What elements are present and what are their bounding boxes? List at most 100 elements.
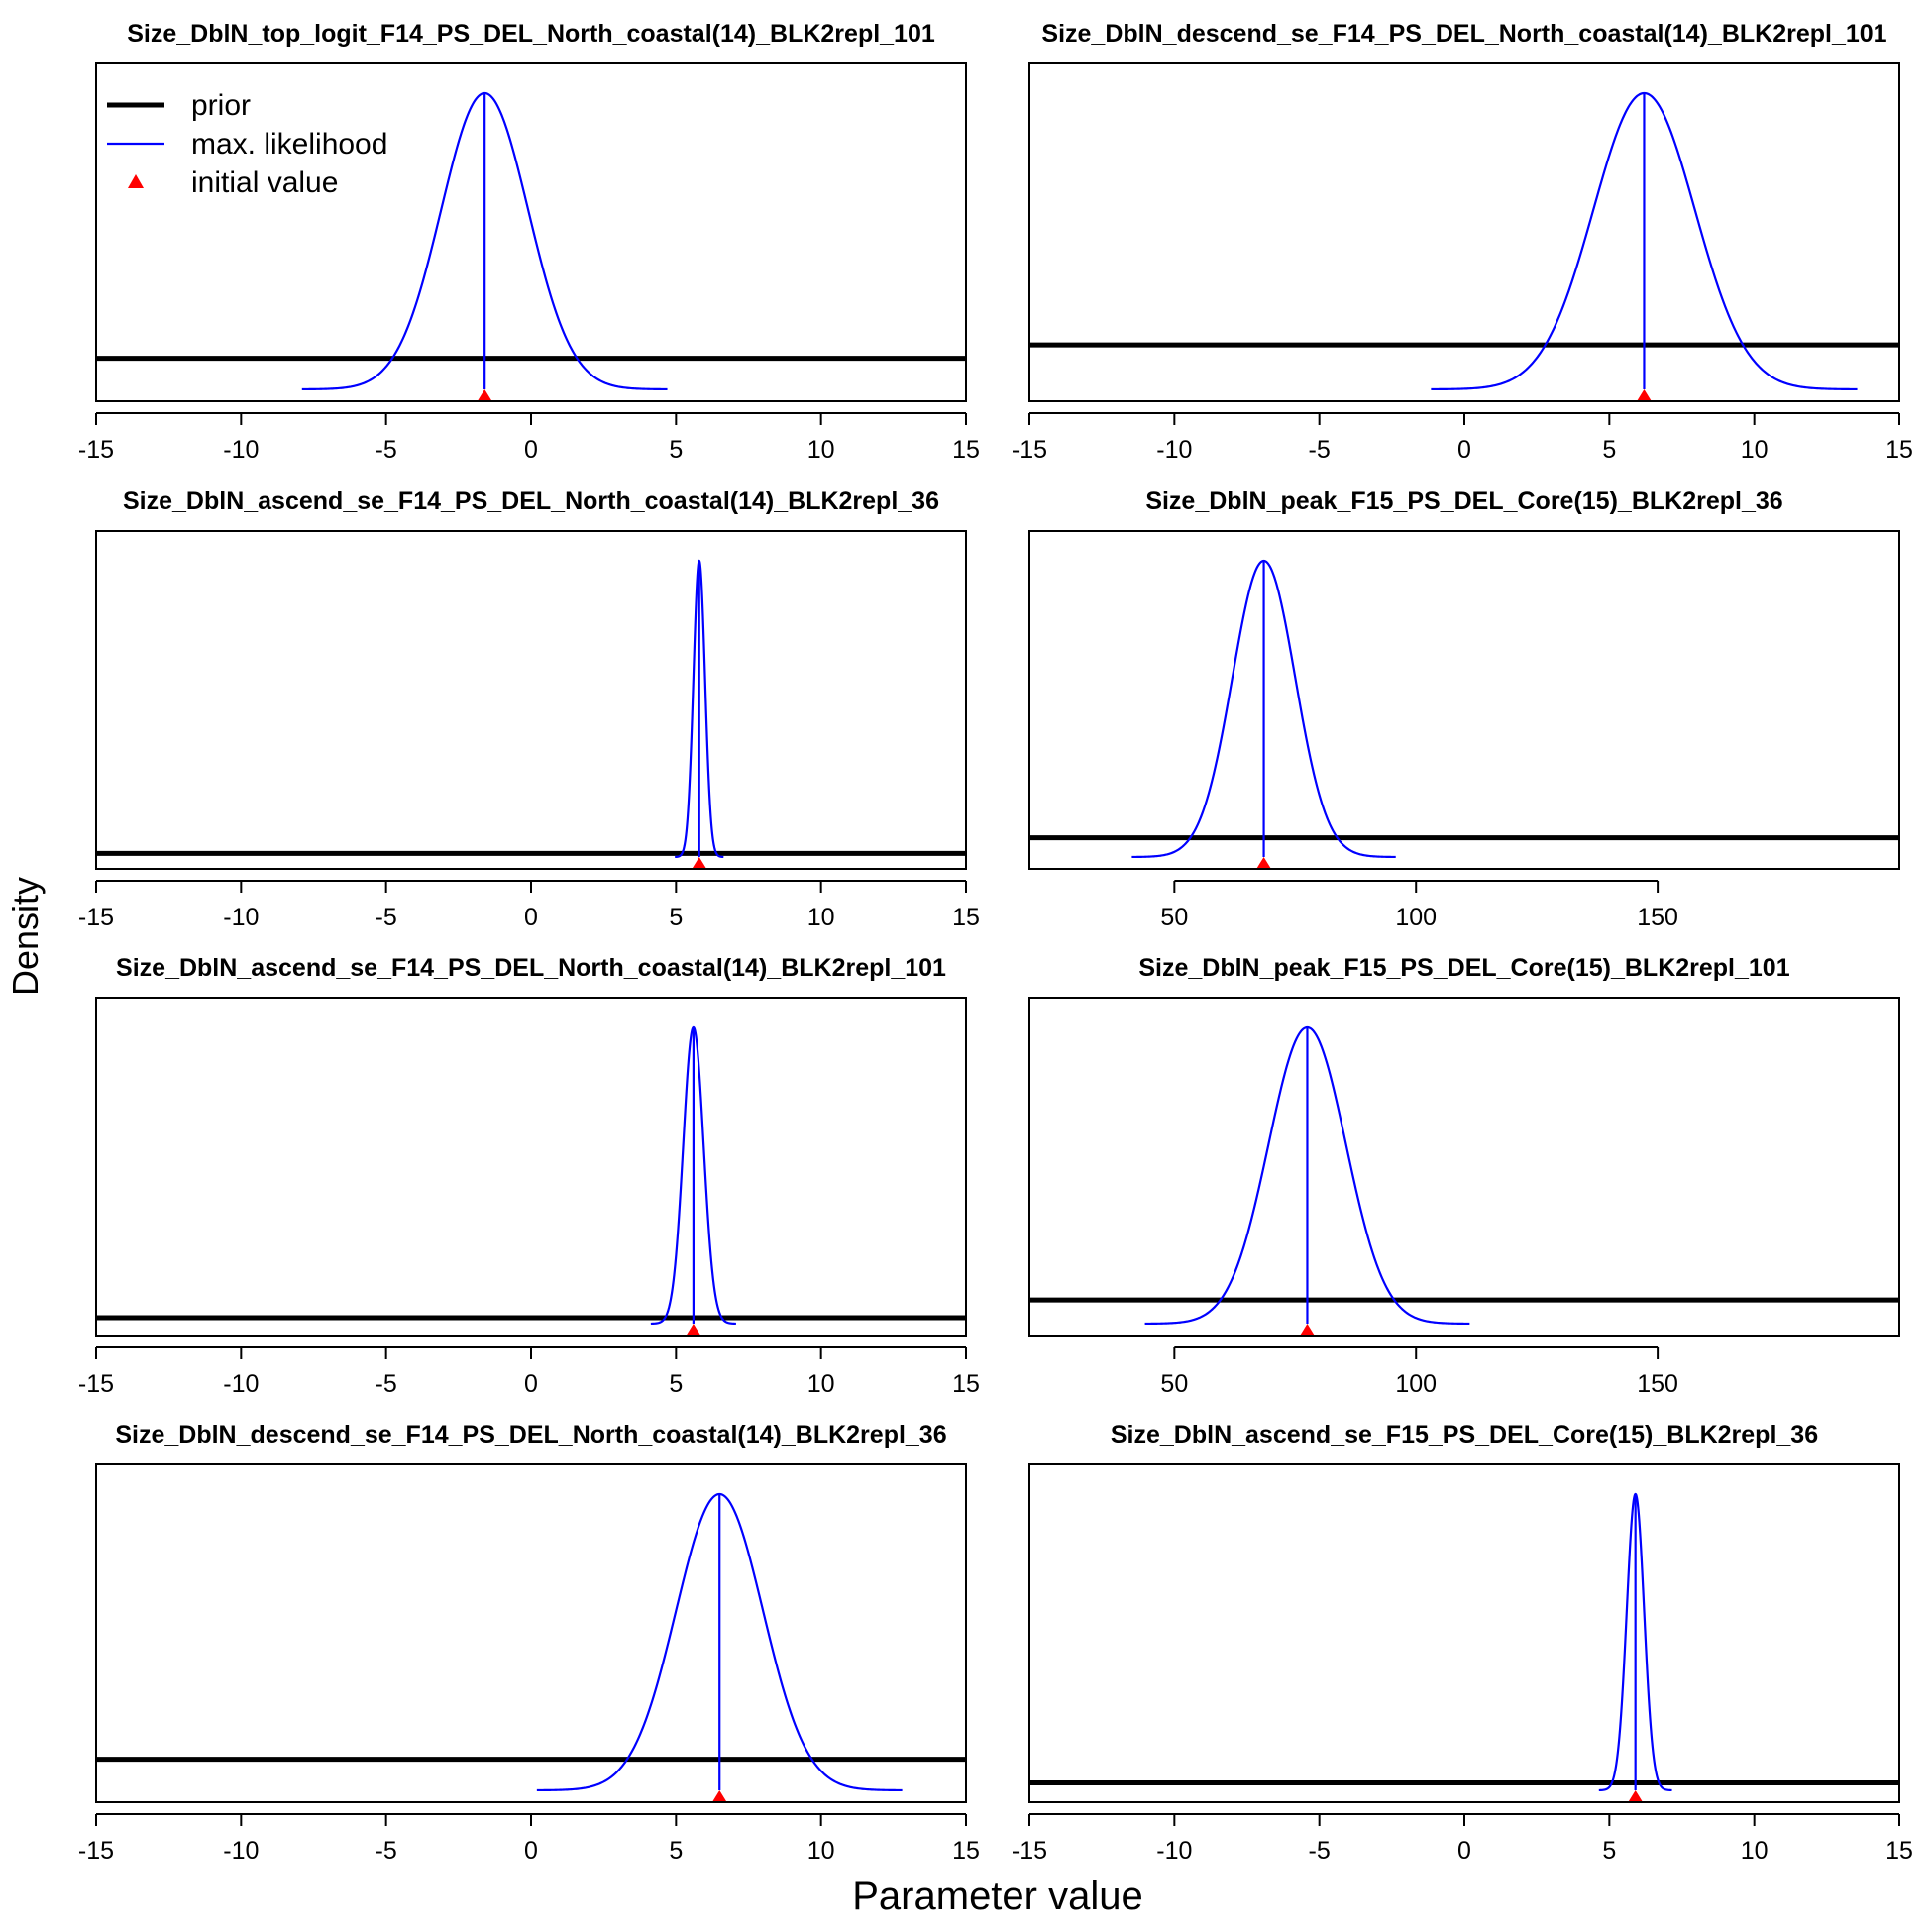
x-tick-label: -15 [78,436,114,464]
x-tick-label: -15 [78,1370,114,1398]
initial-value-marker [691,857,707,870]
x-tick-label: 100 [1395,904,1437,931]
x-tick-label: 0 [1457,1837,1471,1865]
initial-value-marker [477,389,493,402]
panel-1: Size_DblN_top_logit_F14_PS_DEL_North_coa… [78,20,980,464]
panel-3: Size_DblN_ascend_se_F14_PS_DEL_North_coa… [78,487,980,931]
x-axis: 50 100 150 [1160,880,1678,931]
panel-frame [1028,1463,1900,1803]
x-tick-label: 10 [807,1370,835,1398]
x-axis: 50 100 150 [1160,1346,1678,1398]
x-tick-label: 15 [1885,1837,1913,1865]
x-axis: -15 -10 -5 0 5 10 15 [78,412,980,464]
x-tick-label: -5 [376,904,397,931]
legend-entry: prior [107,89,251,122]
x-tick-label: -15 [1012,1837,1047,1865]
x-tick-label: 5 [1602,1837,1616,1865]
initial-value-marker [1636,389,1653,402]
x-tick-label: -10 [1156,436,1192,464]
x-tick-label: 15 [952,436,980,464]
panel-title: Size_DblN_ascend_se_F14_PS_DEL_North_coa… [116,954,946,982]
plot-area [96,559,966,859]
x-tick-label: 5 [669,1837,683,1865]
x-axis: -15 -10 -5 0 5 10 15 [1012,412,1913,464]
y-axis-title: Density [5,877,46,996]
x-tick-label: 0 [524,436,538,464]
initial-value-marker [711,1790,728,1803]
x-tick-label: -15 [78,1837,114,1865]
legend: prior max. likelihood initial value [107,89,387,199]
x-tick-label: 0 [524,1837,538,1865]
x-axis: -15 -10 -5 0 5 10 15 [78,1813,980,1865]
panel-2: Size_DblN_descend_se_F14_PS_DEL_North_co… [1012,20,1913,464]
x-tick-label: -10 [223,904,259,931]
x-axis: -15 -10 -5 0 5 10 15 [78,1346,980,1398]
x-tick-label: 5 [669,904,683,931]
x-tick-label: -5 [376,1370,397,1398]
x-tick-label: 50 [1160,904,1188,931]
plot-area [96,1025,966,1326]
x-tick-label: -15 [78,904,114,931]
x-tick-label: -5 [376,436,397,464]
panel-frame [1028,62,1900,402]
panel-frame [95,62,967,402]
x-tick-label: 0 [1457,436,1471,464]
x-tick-label: 150 [1637,904,1678,931]
legend-label: prior [191,89,251,122]
x-tick-label: 5 [669,436,683,464]
panel-title: Size_DblN_peak_F15_PS_DEL_Core(15)_BLK2r… [1138,954,1789,982]
panel-title: Size_DblN_ascend_se_F15_PS_DEL_Core(15)_… [1111,1421,1818,1449]
plot-area [96,1492,966,1792]
legend-label: max. likelihood [191,128,387,161]
panel-title: Size_DblN_top_logit_F14_PS_DEL_North_coa… [127,20,935,48]
panel-5: Size_DblN_ascend_se_F14_PS_DEL_North_coa… [78,954,980,1398]
initial-value-marker [1627,1790,1644,1803]
x-tick-label: 0 [524,1370,538,1398]
x-tick-label: -10 [223,1837,259,1865]
x-tick-label: -15 [1012,436,1047,464]
x-axis: -15 -10 -5 0 5 10 15 [78,880,980,931]
x-tick-label: 5 [1602,436,1616,464]
plot-area [1029,559,1899,859]
x-tick-label: -10 [1156,1837,1192,1865]
plot-area [1029,1025,1899,1326]
initial-value-marker [685,1324,701,1337]
panel-6: Size_DblN_peak_F15_PS_DEL_Core(15)_BLK2r… [1028,954,1900,1398]
initial-value-marker [1299,1324,1316,1337]
legend-swatch [128,174,144,188]
plot-area [1029,1492,1899,1792]
x-tick-label: -5 [1309,1837,1331,1865]
x-tick-label: -10 [223,436,259,464]
x-tick-label: 150 [1637,1370,1678,1398]
plot-area [96,91,966,391]
x-axis-title: Parameter value [852,1875,1142,1918]
x-tick-label: 10 [1741,1837,1769,1865]
x-tick-label: 15 [952,904,980,931]
x-tick-label: 50 [1160,1370,1188,1398]
legend-entry: max. likelihood [107,128,387,161]
x-tick-label: 10 [807,904,835,931]
x-tick-label: -5 [1309,436,1331,464]
panels-group: Size_DblN_top_logit_F14_PS_DEL_North_coa… [78,20,1913,1865]
legend-entry: initial value [128,166,338,199]
plot-area [1029,91,1899,391]
x-tick-label: 10 [807,436,835,464]
panel-title: Size_DblN_descend_se_F14_PS_DEL_North_co… [115,1421,946,1449]
x-tick-label: -10 [223,1370,259,1398]
panel-title: Size_DblN_ascend_se_F14_PS_DEL_North_coa… [123,487,939,515]
x-tick-label: 15 [952,1837,980,1865]
panel-8: Size_DblN_ascend_se_F15_PS_DEL_Core(15)_… [1012,1421,1913,1865]
panel-frame [95,997,967,1337]
panel-frame [95,1463,967,1803]
initial-value-marker [1255,857,1272,870]
x-tick-label: 100 [1395,1370,1437,1398]
x-tick-label: 15 [952,1370,980,1398]
x-tick-label: -5 [376,1837,397,1865]
panel-4: Size_DblN_peak_F15_PS_DEL_Core(15)_BLK2r… [1028,487,1900,931]
panel-title: Size_DblN_peak_F15_PS_DEL_Core(15)_BLK2r… [1145,487,1782,515]
x-tick-label: 15 [1885,436,1913,464]
panel-frame [1028,530,1900,870]
x-tick-label: 5 [669,1370,683,1398]
x-tick-label: 0 [524,904,538,931]
